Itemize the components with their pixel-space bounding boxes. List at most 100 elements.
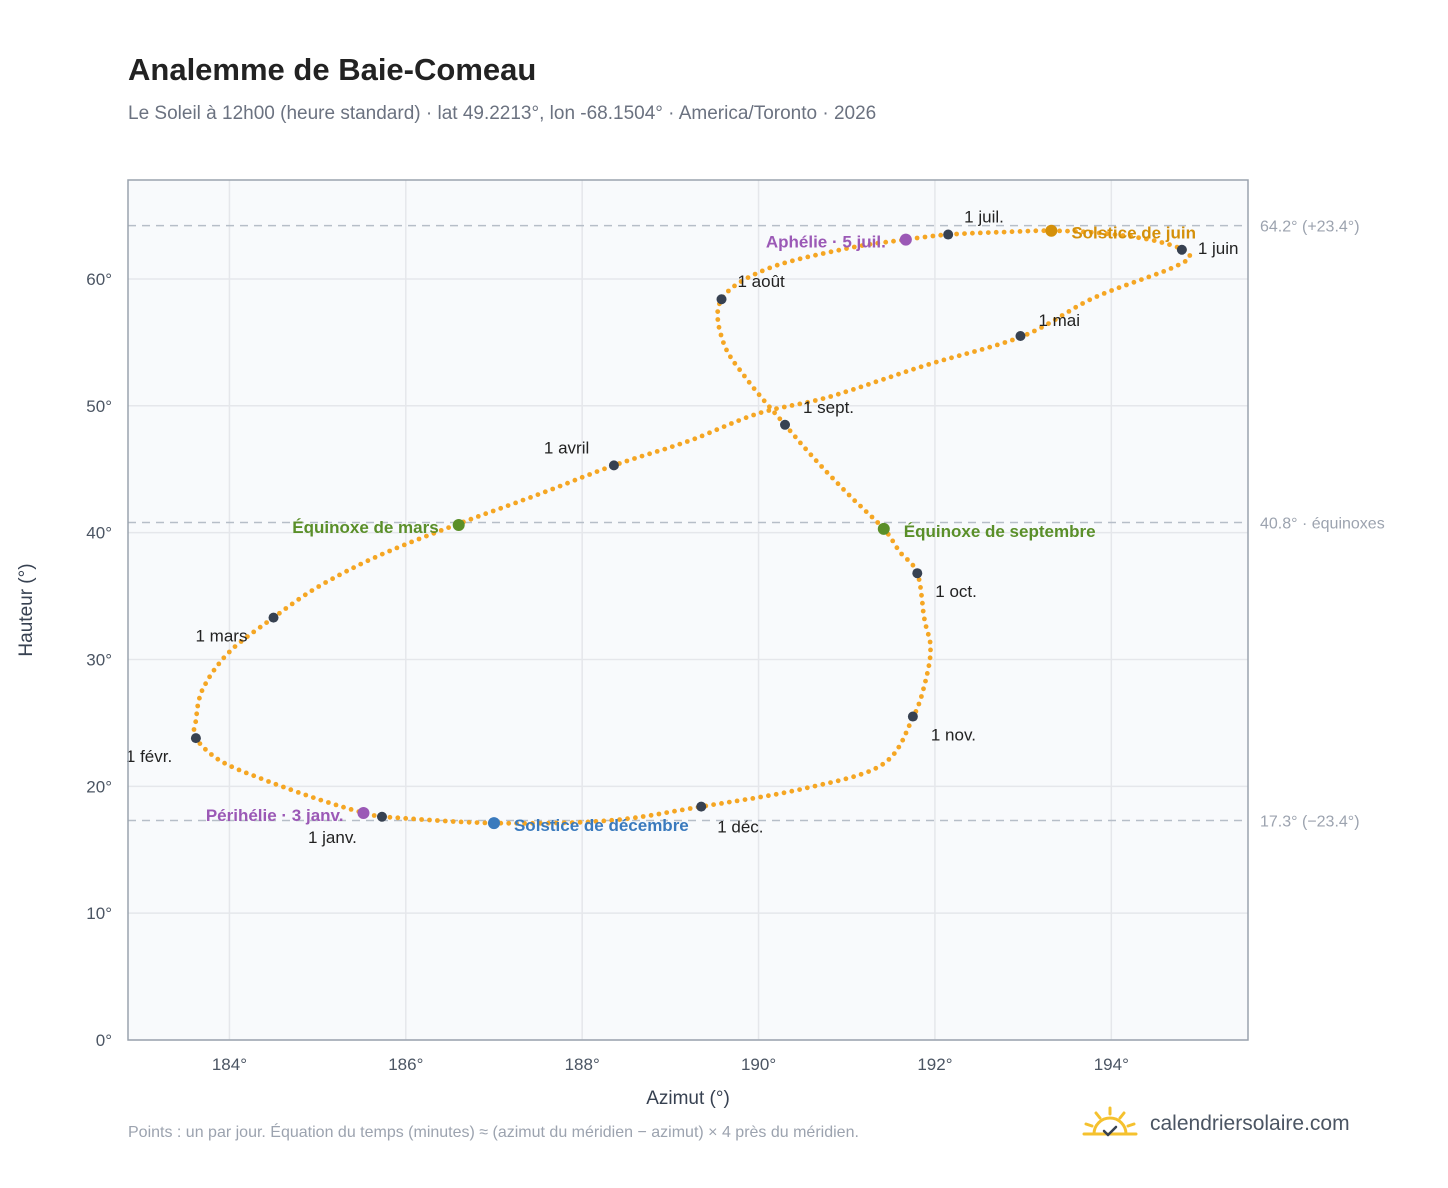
- day-point: [672, 808, 677, 814]
- event-label: Solstice de juin: [1071, 224, 1196, 243]
- day-point: [916, 701, 922, 707]
- day-point: [475, 514, 481, 519]
- y-tick-label: 10°: [86, 904, 112, 923]
- day-point: [656, 811, 662, 817]
- day-point: [836, 247, 842, 253]
- day-point: [819, 464, 824, 469]
- day-point: [266, 779, 271, 784]
- day-point: [883, 239, 889, 245]
- analemma-curve: [191, 228, 1193, 826]
- day-point: [587, 472, 592, 477]
- month-marker: [1176, 244, 1187, 255]
- day-point: [1073, 229, 1078, 234]
- day-point: [1017, 229, 1023, 234]
- day-point: [419, 817, 424, 822]
- day-point: [828, 249, 834, 255]
- day-point: [530, 820, 535, 826]
- day-point: [987, 344, 993, 350]
- day-point: [561, 820, 567, 826]
- month-marker: [608, 460, 619, 471]
- day-point: [919, 592, 924, 598]
- day-point: [542, 489, 548, 495]
- day-point: [236, 767, 242, 773]
- y-axis-label: Hauteur (°): [16, 563, 37, 656]
- day-point: [797, 787, 802, 792]
- day-point: [624, 458, 630, 464]
- day-point: [257, 624, 263, 630]
- day-point: [774, 406, 779, 411]
- day-point: [1039, 325, 1044, 330]
- reference-line-label: 64.2° (+23.4°): [1260, 219, 1360, 236]
- day-point: [238, 639, 244, 644]
- day-point: [894, 545, 900, 551]
- day-point: [751, 386, 757, 391]
- day-point: [767, 265, 773, 271]
- month-marker: [716, 294, 727, 305]
- day-point: [1136, 235, 1141, 241]
- axis-ticks: 184° 186° 188° 190° 192° 194° 0° 10° 20° 30° 40° 50…: [86, 270, 1129, 1074]
- day-point: [594, 469, 600, 474]
- day-point: [309, 588, 315, 593]
- day-point: [994, 342, 1000, 348]
- day-point: [742, 797, 748, 802]
- day-point: [211, 667, 217, 673]
- brand[interactable]: calendriersolaire.com: [1082, 1104, 1350, 1144]
- month-marker: [376, 811, 387, 822]
- day-point: [1025, 228, 1031, 234]
- day-point: [546, 820, 551, 826]
- month-marker: [907, 711, 918, 722]
- day-point: [579, 474, 585, 480]
- day-point: [924, 671, 930, 676]
- day-point: [348, 807, 354, 812]
- day-point: [808, 452, 814, 458]
- day-point: [867, 241, 873, 247]
- day-point: [427, 817, 432, 823]
- day-point: [1104, 231, 1110, 237]
- day-point: [718, 332, 724, 338]
- day-point: [330, 576, 335, 582]
- day-point: [812, 783, 818, 789]
- day-point: [513, 500, 518, 506]
- day-point: [639, 453, 645, 459]
- day-point: [896, 371, 901, 377]
- day-point: [442, 818, 448, 824]
- day-point: [458, 819, 464, 825]
- day-point: [316, 584, 322, 589]
- day-point: [679, 807, 685, 813]
- day-point: [654, 449, 660, 454]
- day-point: [197, 695, 202, 701]
- day-point: [522, 821, 527, 826]
- day-point: [863, 509, 869, 514]
- day-point: [846, 492, 852, 498]
- day-point: [903, 730, 909, 736]
- day-point: [926, 663, 932, 669]
- day-point: [888, 374, 894, 380]
- day-point: [528, 495, 533, 500]
- day-point: [805, 254, 811, 260]
- day-point: [1046, 321, 1051, 326]
- day-point: [1024, 331, 1030, 337]
- day-point: [1124, 282, 1129, 288]
- day-point: [505, 503, 511, 508]
- day-point: [923, 678, 928, 684]
- day-point: [1101, 291, 1107, 296]
- day-point: [737, 367, 742, 373]
- day-point: [514, 820, 519, 826]
- day-point: [310, 795, 316, 800]
- day-point: [896, 744, 902, 750]
- reference-lines: 64.2° (+23.4°) 40.8° · équinoxes 17.3° (−2…: [128, 219, 1385, 831]
- day-point: [1131, 279, 1137, 285]
- brand-name[interactable]: calendriersolaire.com: [1150, 1112, 1350, 1135]
- day-point: [446, 525, 451, 530]
- day-point: [928, 647, 933, 653]
- day-point: [1159, 240, 1165, 245]
- y-tick-label: 60°: [86, 270, 112, 289]
- day-point: [790, 258, 795, 264]
- day-point: [677, 441, 683, 447]
- day-point: [288, 787, 294, 793]
- day-point: [930, 233, 936, 239]
- day-point: [692, 436, 698, 442]
- day-point: [886, 757, 892, 762]
- day-point: [715, 317, 721, 322]
- day-point: [394, 545, 400, 551]
